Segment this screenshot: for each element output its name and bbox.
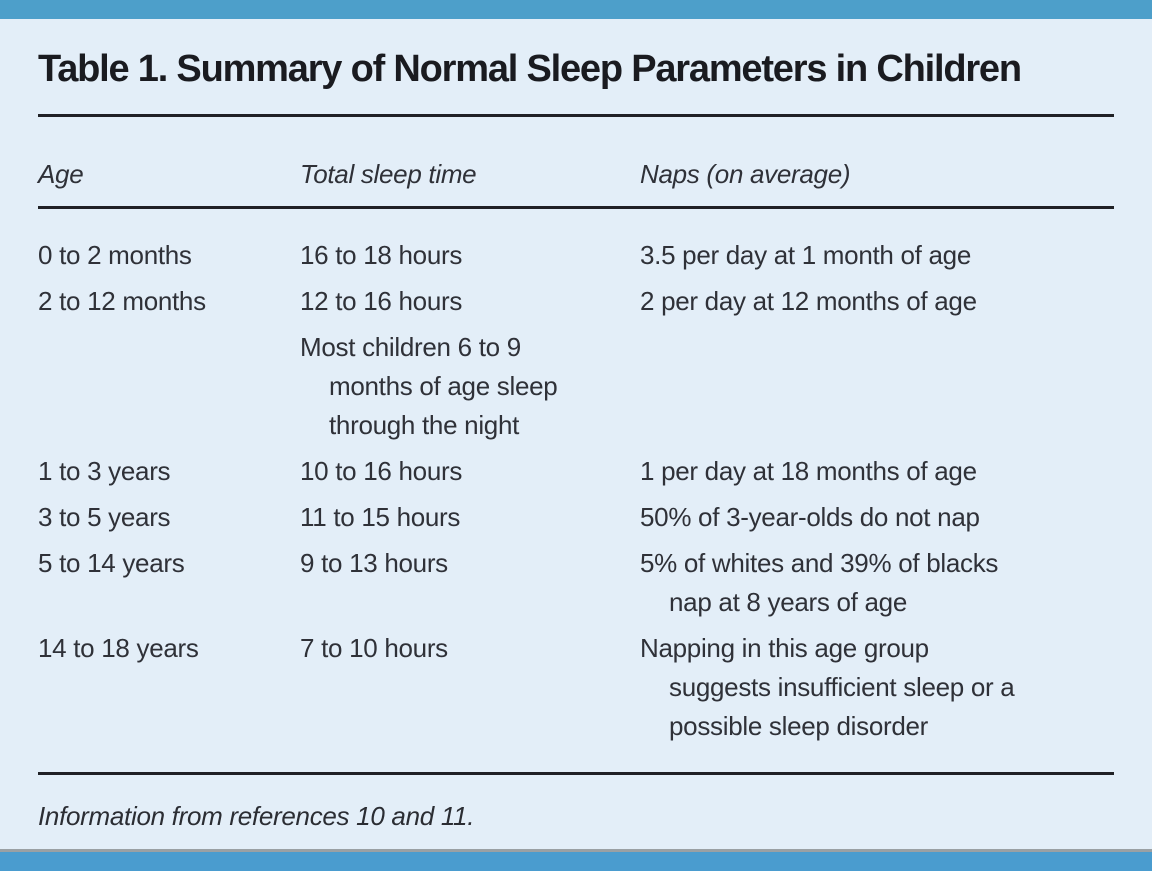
cell-age: 1 to 3 years [38, 456, 171, 486]
table-footnote: Information from references 10 and 11. [38, 801, 475, 831]
cell-naps: 1 per day at 18 months of age [640, 456, 977, 486]
column-header-total-sleep-time: Total sleep time [300, 159, 477, 189]
column-header-naps: Naps (on average) [640, 159, 851, 189]
cell-total-sleep-time: 16 to 18 hours [300, 240, 463, 270]
cell-age: 0 to 2 months [38, 240, 192, 270]
cell-age: 2 to 12 months [38, 286, 206, 316]
top-accent-bar [0, 0, 1152, 19]
table-row: 1 to 3 years 10 to 16 hours 1 per day at… [38, 452, 1114, 491]
rule-top [38, 114, 1114, 117]
bottom-accent-bar [0, 852, 1152, 871]
table-row: 14 to 18 years 7 to 10 hours Napping in … [38, 629, 1114, 746]
cell-age: 3 to 5 years [38, 502, 171, 532]
cell-naps [640, 328, 1114, 445]
table-row: 2 to 12 months 12 to 16 hours 2 per day … [38, 282, 1114, 321]
table-row: 0 to 2 months 16 to 18 hours 3.5 per day… [38, 236, 1114, 275]
table-row: Most children 6 to 9 months of age sleep… [38, 328, 1114, 445]
cell-total-sleep-time: 12 to 16 hours [300, 286, 463, 316]
cell-age [38, 328, 300, 445]
rule-header [38, 206, 1114, 209]
table-header-row: Age Total sleep time Naps (on average) [38, 155, 1114, 194]
table-body: 0 to 2 months 16 to 18 hours 3.5 per day… [38, 236, 1114, 746]
cell-age: 14 to 18 years [38, 633, 199, 663]
cell-total-sleep-time: 10 to 16 hours [300, 456, 463, 486]
column-header-age: Age [38, 159, 84, 189]
cell-naps: 2 per day at 12 months of age [640, 286, 977, 316]
cell-age: 5 to 14 years [38, 548, 185, 578]
cell-total-sleep-time: 11 to 15 hours [300, 502, 461, 532]
rule-bottom [38, 772, 1114, 775]
table-row: 3 to 5 years 11 to 15 hours 50% of 3-yea… [38, 498, 1114, 537]
table-content: Table 1. Summary of Normal Sleep Paramet… [0, 19, 1152, 832]
cell-naps: 50% of 3-year-olds do not nap [640, 502, 980, 532]
cell-total-sleep-time: 9 to 13 hours [300, 548, 448, 578]
table-row: 5 to 14 years 9 to 13 hours 5% of whites… [38, 544, 1114, 622]
table-title: Table 1. Summary of Normal Sleep Paramet… [38, 48, 1022, 90]
cell-total-sleep-time: 7 to 10 hours [300, 633, 448, 663]
bottom-divider-line [0, 849, 1152, 852]
cell-naps: 5% of whites and 39% of blacks nap at 8 … [640, 548, 999, 617]
cell-naps: Napping in this age group suggests insuf… [640, 633, 1015, 741]
cell-total-sleep-time: Most children 6 to 9 months of age sleep… [300, 332, 558, 440]
cell-naps: 3.5 per day at 1 month of age [640, 240, 971, 270]
